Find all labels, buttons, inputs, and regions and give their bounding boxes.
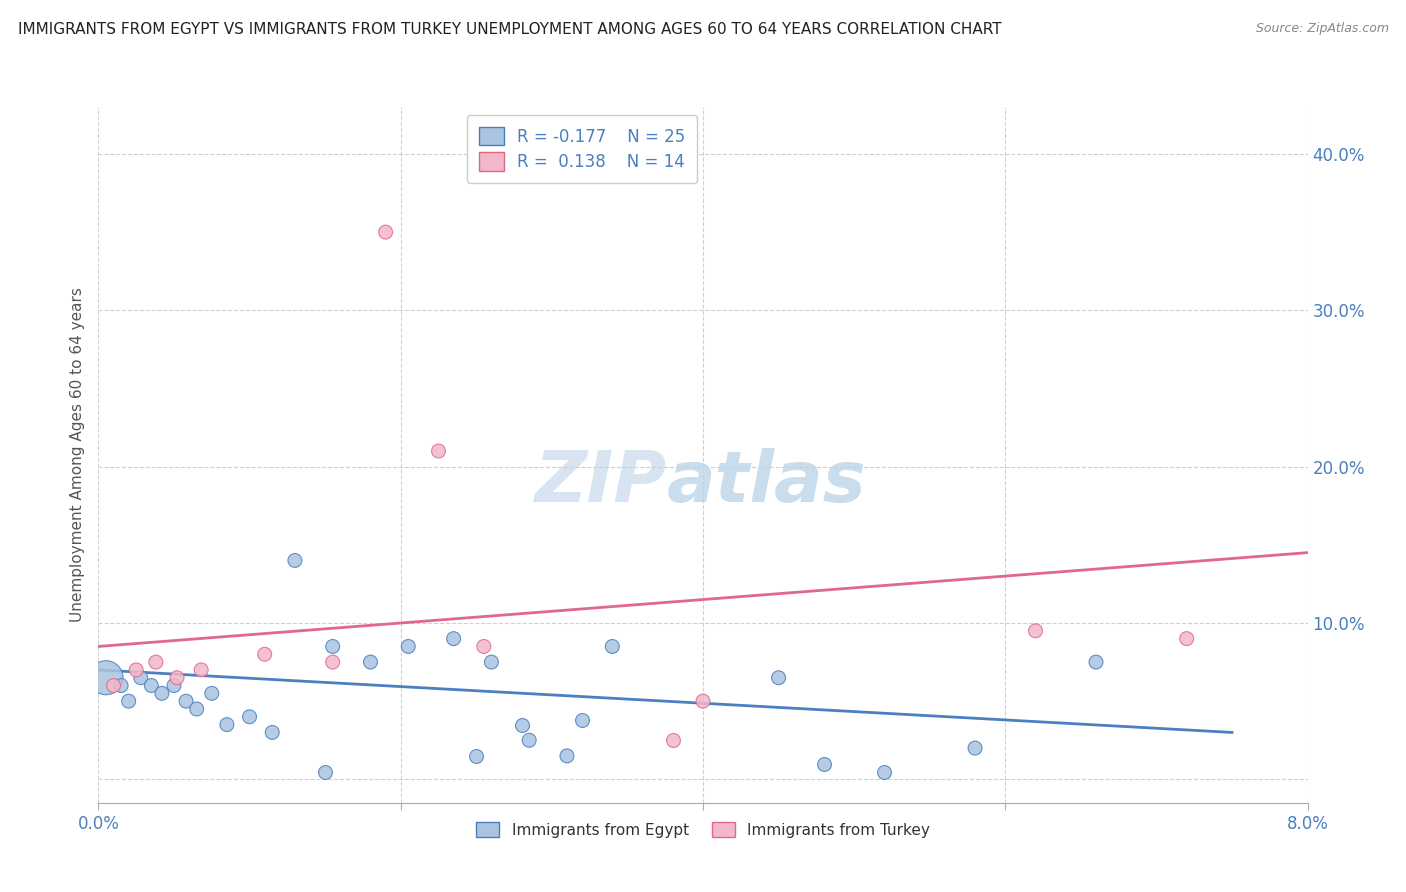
Text: ZIP: ZIP: [534, 449, 666, 517]
Point: [262, 725, 284, 739]
Point: [1085, 655, 1108, 669]
Point: [94, 671, 117, 685]
Point: [481, 655, 503, 669]
Point: [129, 671, 152, 685]
Point: [465, 748, 488, 763]
Point: [510, 717, 533, 731]
Point: [322, 655, 344, 669]
Point: [813, 756, 835, 771]
Point: [517, 733, 540, 747]
Point: [145, 655, 167, 669]
Point: [571, 713, 593, 727]
Point: [1024, 624, 1046, 638]
Text: Source: ZipAtlas.com: Source: ZipAtlas.com: [1256, 22, 1389, 36]
Point: [374, 225, 396, 239]
Point: [110, 679, 132, 693]
Point: [103, 679, 125, 693]
Y-axis label: Unemployment Among Ages 60 to 64 years: Unemployment Among Ages 60 to 64 years: [69, 287, 84, 623]
Point: [141, 679, 163, 693]
Point: [186, 702, 208, 716]
Point: [555, 748, 578, 763]
Point: [661, 733, 683, 747]
Point: [322, 640, 344, 654]
Point: [239, 710, 262, 724]
Point: [174, 694, 197, 708]
Point: [190, 663, 212, 677]
Text: atlas: atlas: [666, 449, 866, 517]
Point: [768, 671, 790, 685]
Text: IMMIGRANTS FROM EGYPT VS IMMIGRANTS FROM TURKEY UNEMPLOYMENT AMONG AGES 60 TO 64: IMMIGRANTS FROM EGYPT VS IMMIGRANTS FROM…: [18, 22, 1002, 37]
Point: [873, 764, 896, 779]
Point: [284, 553, 307, 567]
Point: [150, 686, 173, 700]
Point: [125, 663, 148, 677]
Point: [965, 741, 987, 756]
Legend: Immigrants from Egypt, Immigrants from Turkey: Immigrants from Egypt, Immigrants from T…: [470, 815, 936, 844]
Point: [1175, 632, 1198, 646]
Point: [692, 694, 714, 708]
Point: [602, 640, 624, 654]
Point: [443, 632, 465, 646]
Point: [253, 647, 276, 661]
Point: [166, 671, 188, 685]
Point: [396, 640, 419, 654]
Point: [215, 717, 238, 731]
Point: [163, 679, 186, 693]
Point: [360, 655, 382, 669]
Point: [201, 686, 224, 700]
Point: [314, 764, 336, 779]
Point: [118, 694, 141, 708]
Point: [427, 444, 450, 458]
Point: [472, 640, 495, 654]
